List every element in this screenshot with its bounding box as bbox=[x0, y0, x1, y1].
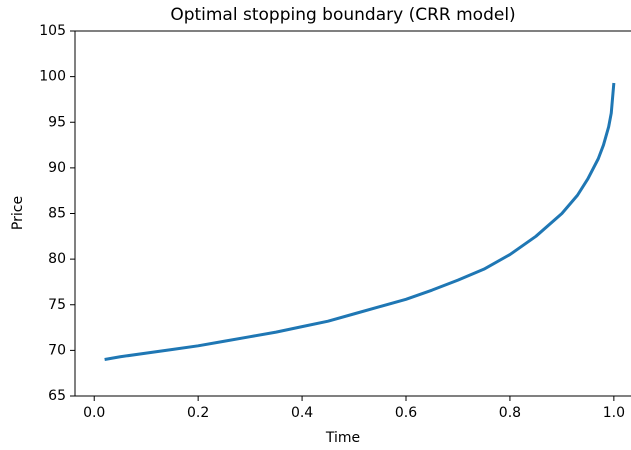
x-tick-label: 1.0 bbox=[603, 405, 625, 421]
x-tick-label: 0.6 bbox=[395, 405, 417, 421]
y-tick-label: 90 bbox=[48, 160, 66, 176]
y-axis-label: Price bbox=[10, 196, 26, 230]
y-tick-label: 70 bbox=[48, 342, 66, 358]
y-tick-label: 75 bbox=[48, 297, 66, 313]
x-tick-label: 0.2 bbox=[187, 405, 209, 421]
x-tick-label: 0.8 bbox=[499, 405, 521, 421]
y-tick-label: 100 bbox=[39, 69, 66, 85]
y-tick-label: 105 bbox=[39, 23, 66, 39]
chart-title: Optimal stopping boundary (CRR model) bbox=[170, 5, 515, 25]
x-tick-label: 0.0 bbox=[83, 405, 105, 421]
y-tick-label: 85 bbox=[48, 206, 66, 222]
y-tick-label: 95 bbox=[48, 114, 66, 130]
y-tick-label: 65 bbox=[48, 388, 66, 404]
y-tick-label: 80 bbox=[48, 251, 66, 267]
line-series bbox=[104, 82, 616, 361]
x-axis-label: Time bbox=[325, 430, 360, 446]
x-tick-label: 0.4 bbox=[291, 405, 313, 421]
